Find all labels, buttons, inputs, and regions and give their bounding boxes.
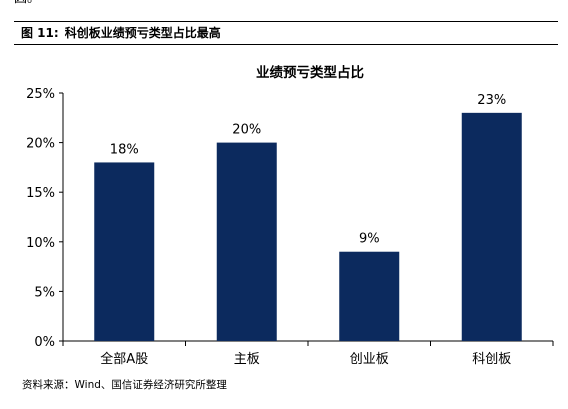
x-tick-label: 全部A股 [100,351,148,367]
y-tick-label: 0% [34,335,55,350]
x-tick-label: 科创板 [472,352,511,367]
figure-title: 科创板业绩预亏类型占比最高 [64,26,221,40]
figure-header: 图 11: 科创板业绩预亏类型占比最高 [14,21,558,45]
x-tick-label: 主板 [234,352,260,367]
data-label: 20% [232,123,261,138]
bar [339,251,400,341]
chart-title: 业绩预亏类型占比 [256,64,364,81]
data-label: 9% [359,232,380,247]
y-tick-label: 20% [26,137,55,152]
y-tick-label: 25% [26,87,55,102]
bar [461,112,522,341]
y-tick-label: 15% [26,186,55,201]
figure-label: 图 11: [21,26,59,40]
y-tick-label: 5% [34,285,55,300]
data-label: 18% [110,142,139,157]
bar [94,162,155,341]
y-tick-label: 10% [26,236,55,251]
figure-caption: 图 11: 科创板业绩预亏类型占比最高 [21,25,221,41]
bar [216,142,277,341]
previous-page-text-fragment: 因。 [14,0,40,7]
x-tick-label: 创业板 [350,352,389,367]
source-note: 资料来源：Wind、国信证券经济研究所整理 [22,379,227,391]
data-label: 23% [477,93,506,108]
